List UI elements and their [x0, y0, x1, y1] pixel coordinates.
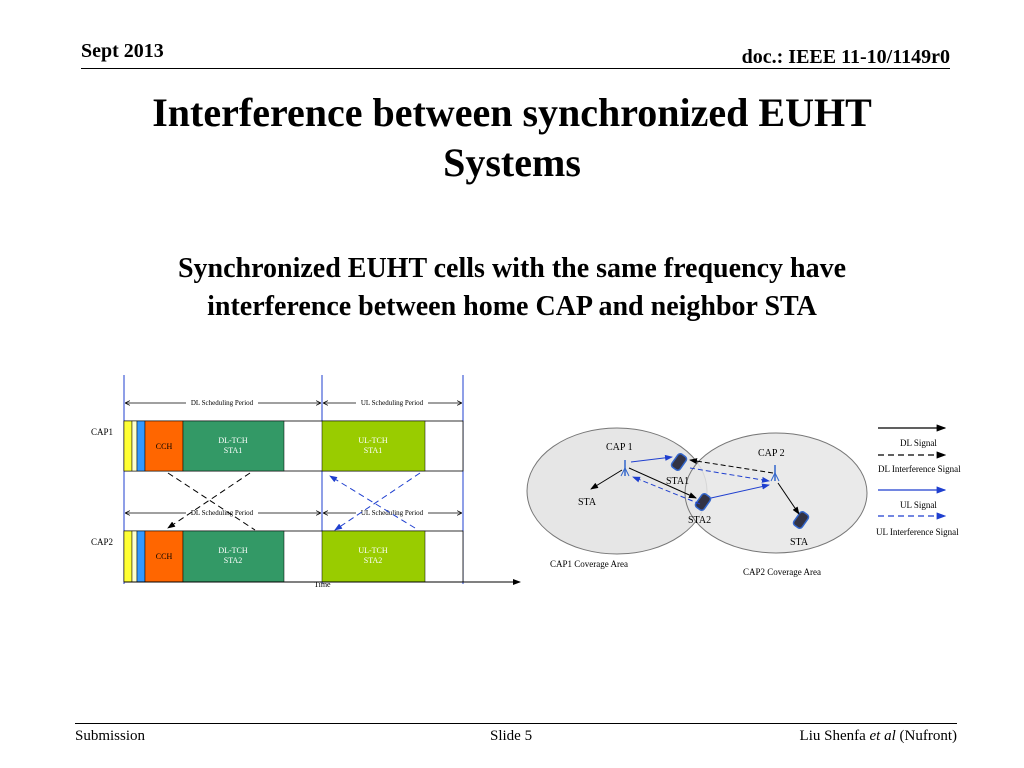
slide-title-line-1: Interference between synchronized EUHT [152, 90, 872, 135]
dl-period-label: DL Scheduling Period [191, 399, 254, 407]
dl-period-label-2: DL Scheduling Period [191, 509, 254, 517]
cap2-cch-block [144, 530, 184, 583]
cap2-area-label: CAP2 Coverage Area [743, 567, 821, 577]
cap1-cch-label: CCH [156, 442, 173, 451]
ul-period-label: UL Scheduling Period [361, 399, 424, 407]
cap1-dl-tch-block [182, 420, 285, 472]
ul-interference-line [334, 472, 421, 531]
header-divider [81, 68, 950, 69]
cap2-label: CAP 2 [758, 448, 785, 459]
cap2-ul-tch-block [321, 530, 426, 583]
legend-dl-interference-label: DL Interference Signal [878, 464, 961, 474]
sta-right-phone-icon [792, 511, 810, 529]
cap2-antenna-icon [770, 465, 780, 482]
cap1-ul-tch-block [321, 420, 426, 472]
cap2-preamble-slot [131, 530, 138, 583]
legend-ul-signal-label: UL Signal [900, 500, 937, 510]
dl-interference-arrow [689, 458, 774, 474]
cap2-control-slot [136, 530, 146, 583]
slide-subtitle-line-1: Synchronized EUHT cells with the same fr… [177, 253, 847, 284]
coverage-diagram: CAP 1 CAP 2 STA STA1 STA2 STA CAP1 Cover… [526, 424, 961, 577]
footer-author-etal: et al [869, 728, 896, 744]
cap2-sync-slot [123, 530, 133, 583]
sta1-ul-arrow [630, 454, 673, 463]
sta-label: STA [578, 497, 597, 508]
footer-slide-number: Slide 5 [490, 728, 533, 744]
cap2-dl-sta-label: STA2 [224, 556, 242, 565]
timing-diagram: DL Scheduling Period UL Scheduling Perio… [91, 375, 521, 589]
sta2-phone-icon [694, 493, 712, 511]
cap1-dl-sta-label: STA1 [224, 446, 242, 455]
sta1-label: STA1 [666, 476, 689, 487]
ul-interference-arrow-2 [689, 467, 770, 483]
sta-right-label: STA [790, 537, 809, 548]
footer-divider [75, 723, 957, 724]
cap2-cch-label: CCH [156, 552, 173, 561]
slide-subtitle: Synchronized EUHT cells with the same fr… [60, 250, 964, 326]
legend-ul-interference-label: UL Interference Signal [876, 527, 959, 537]
cap1-row-label: CAP1 [91, 427, 113, 437]
legend-dl-signal-label: DL Signal [900, 438, 937, 448]
cap1-dl-tch-label: DL-TCH [218, 436, 248, 445]
cap1-control-slot [136, 420, 146, 472]
dl-interference-line [167, 472, 256, 531]
cap1-area-label: CAP1 Coverage Area [550, 559, 628, 569]
slide-title: Interference between synchronized EUHT S… [60, 88, 964, 188]
ul-interference-arrow [632, 476, 701, 505]
footer-author-name: Liu Shenfa [799, 728, 870, 744]
cap1-antenna-icon [620, 460, 630, 477]
cap1-label: CAP 1 [606, 442, 633, 453]
footer-submission: Submission [75, 728, 146, 744]
cap2-ul-tch-label: UL-TCH [358, 546, 388, 555]
legend: DL Signal DL Interference Signal UL Sign… [876, 424, 961, 537]
cap2-ul-sta-label: STA2 [364, 556, 382, 565]
cap1-preamble-slot [131, 420, 138, 472]
sta2-label: STA2 [688, 515, 711, 526]
cap1-sync-slot [123, 420, 133, 472]
footer-author-org: (Nufront) [895, 728, 957, 744]
cap2-dl-arrow [777, 482, 800, 515]
header-document-id: doc.: IEEE 11-10/1149r0 [741, 46, 950, 68]
slide-title-line-2: Systems [443, 140, 581, 185]
header-date: Sept 2013 [81, 40, 164, 62]
slide-subtitle-line-2: interference between home CAP and neighb… [207, 291, 817, 322]
cap2-dl-tch-label: DL-TCH [218, 546, 248, 555]
sta2-ul-arrow [710, 483, 770, 499]
cap1-ul-tch-label: UL-TCH [358, 436, 388, 445]
cap1-ul-sta-label: STA1 [364, 446, 382, 455]
footer-author: Liu Shenfa et al (Nufront) [800, 728, 957, 745]
cap1-dl-to-sta2-arrow [628, 467, 697, 499]
cap1-dl-to-sta-arrow [590, 469, 623, 490]
time-axis-label: Time [314, 580, 331, 589]
dl-interference-line [167, 472, 251, 529]
ul-interference-line [329, 475, 416, 529]
sta1-phone-icon [670, 453, 688, 471]
cap2-row-label: CAP2 [91, 537, 113, 547]
ul-period-label-2: UL Scheduling Period [361, 509, 424, 517]
